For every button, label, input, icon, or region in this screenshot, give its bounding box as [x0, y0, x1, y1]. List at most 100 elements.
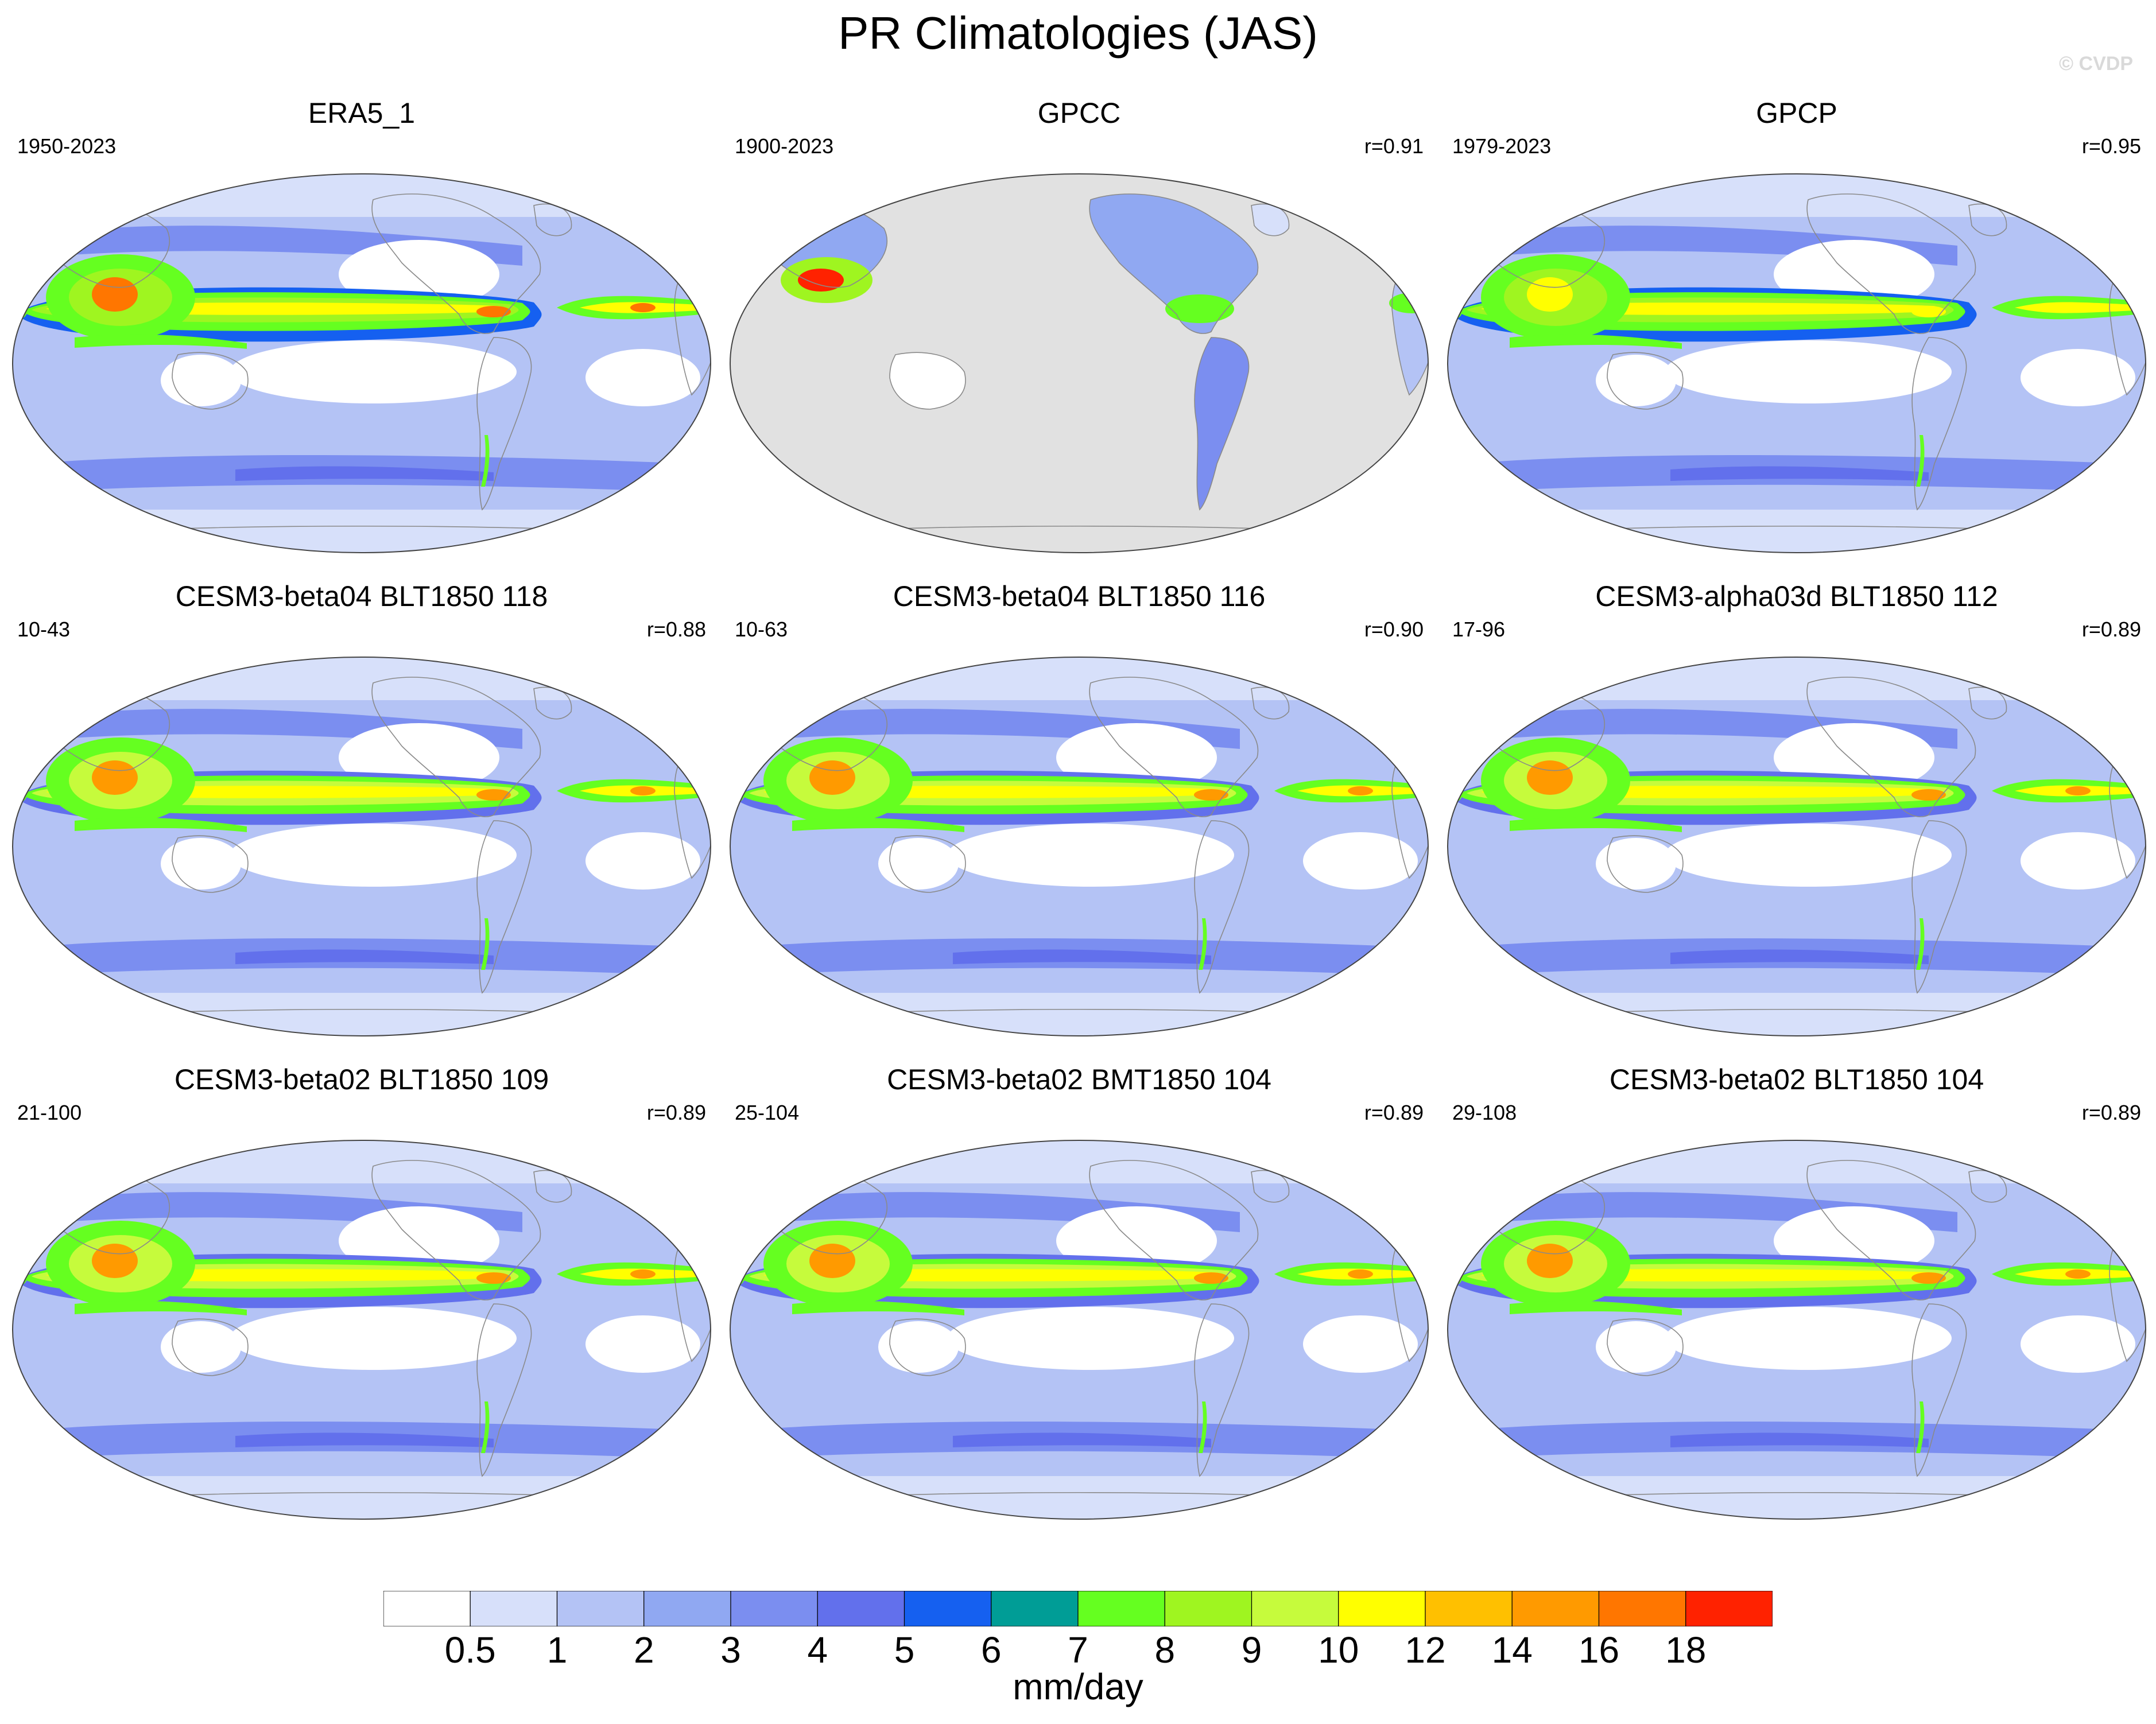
colorbar-tick-label: 5: [894, 1629, 915, 1671]
southern-storm-core: [1670, 466, 1929, 481]
arctic-band: [1448, 1140, 2146, 1183]
coastline: [1806, 677, 1976, 817]
antarctic-band: [730, 1476, 1428, 1519]
colorbar-swatch: [1685, 1591, 1773, 1626]
antarctic-band: [1448, 1476, 2146, 1519]
arctic-band: [1448, 174, 2146, 217]
australia-dry: [878, 838, 959, 890]
arctic-band: [13, 174, 711, 217]
antarctic-band: [13, 510, 711, 553]
colorbar-swatch: [556, 1591, 645, 1626]
map-outline: [1447, 1140, 2146, 1520]
east-pacific-max: [476, 789, 511, 801]
indian-ocean-rain: [13, 1258, 29, 1287]
coastline: [889, 1318, 966, 1376]
warm-pool-core: [1527, 1244, 1573, 1278]
precip-map: [1447, 173, 2146, 553]
indian-ocean-rain: [13, 775, 29, 803]
southern-storm-core: [1670, 1432, 1929, 1447]
south-atlantic-dry: [585, 832, 700, 890]
panel-years: 10-63: [735, 618, 788, 641]
figure-title: PR Climatologies (JAS): [838, 7, 1318, 59]
east-pacific-max: [1194, 789, 1228, 801]
atlantic-max: [1348, 1269, 1373, 1279]
coastline: [1194, 337, 1250, 511]
antarctic-band: [13, 993, 711, 1036]
south-atlantic-dry: [585, 349, 700, 406]
south-pacific-dry: [1665, 824, 1952, 887]
east-pacific-max: [476, 1272, 511, 1284]
indian-ocean-rain: [13, 292, 29, 320]
panel-title: CESM3-beta02 BLT1850 109: [174, 1063, 549, 1096]
map-field: [730, 1140, 1428, 1519]
arctic-band: [13, 657, 711, 700]
map-outline: [1447, 657, 2146, 1036]
map-panel-era5: ERA5_1 1950-2023: [6, 96, 718, 561]
colorbar-swatch: [383, 1591, 471, 1626]
precip-map: [730, 1140, 1429, 1520]
chile-rain: [1199, 918, 1207, 970]
colorbar-swatch: [1511, 1591, 1600, 1626]
coastline: [1607, 352, 1684, 410]
coastline: [476, 820, 532, 994]
panel-title: GPCP: [1756, 97, 1837, 129]
coastline: [371, 677, 541, 817]
atlantic-max: [2065, 786, 2091, 795]
coastline: [172, 1318, 249, 1376]
south-pacific-dry: [230, 824, 517, 887]
warm-pool-core: [92, 760, 138, 795]
coastline: [1607, 835, 1684, 893]
colorbar-swatch: [1338, 1591, 1426, 1626]
coastline: [746, 187, 887, 288]
spcz: [75, 1300, 247, 1315]
chile-rain: [481, 918, 490, 970]
panel-correlation: r=0.89: [646, 1101, 706, 1124]
chile-rain: [481, 1401, 490, 1453]
coastline: [172, 835, 249, 893]
coastline: [1089, 193, 1259, 334]
land-precip: [1251, 204, 1289, 236]
map-field: [730, 174, 1428, 553]
east-pacific-max: [1911, 1272, 1946, 1284]
coastline: [1911, 1303, 1967, 1477]
australia-dry: [1596, 1321, 1676, 1373]
coastline: [371, 193, 541, 334]
panel-correlation: r=0.95: [2081, 134, 2141, 158]
map-outline: [12, 173, 711, 553]
panel-years: 1900-2023: [735, 134, 834, 158]
south-pacific-dry: [230, 340, 517, 403]
australia-dry: [161, 1321, 241, 1373]
colorbar-swatch: [817, 1591, 905, 1626]
colorbar-swatch: [903, 1591, 992, 1626]
colorbar-swatch: [1251, 1591, 1339, 1626]
colorbar-tick-label: 18: [1665, 1629, 1707, 1671]
australia-dry: [161, 838, 241, 890]
map-field: [13, 1140, 711, 1519]
precip-map: [730, 173, 1429, 553]
arctic-band: [1448, 657, 2146, 700]
panel-title: CESM3-beta04 BLT1850 116: [893, 580, 1266, 612]
south-pacific-dry: [230, 1307, 517, 1370]
warm-pool-core: [92, 1244, 138, 1278]
warm-pool-core: [809, 760, 855, 795]
colorbar-tick-label: 12: [1405, 1629, 1446, 1671]
precip-map: [12, 173, 711, 553]
australia-dry: [161, 355, 241, 406]
colorbar-tick-label: 7: [1068, 1629, 1088, 1671]
colorbar-tick-label: 16: [1578, 1629, 1620, 1671]
antarctic-band: [13, 1476, 711, 1519]
colorbar-swatch: [1077, 1591, 1165, 1626]
map-panel-model-4: CESM3-beta02 BLT1850 109 21-100 r=0.89: [6, 1063, 718, 1528]
precip-map: [12, 657, 711, 1036]
map-panel-model-3: CESM3-alpha03d BLT1850 112 17-96 r=0.89: [1441, 580, 2153, 1045]
map-field: [13, 174, 711, 553]
colorbar-swatch: [1164, 1591, 1253, 1626]
arctic-band: [730, 1140, 1428, 1183]
panel-title: ERA5_1: [308, 97, 416, 129]
coastline: [674, 1240, 711, 1362]
atlantic-max: [630, 303, 656, 312]
south-atlantic-dry: [1303, 832, 1418, 890]
colorbar-tick-label: 3: [720, 1629, 741, 1671]
spcz: [1510, 1300, 1682, 1315]
panel-correlation: r=0.89: [1364, 1101, 1424, 1124]
